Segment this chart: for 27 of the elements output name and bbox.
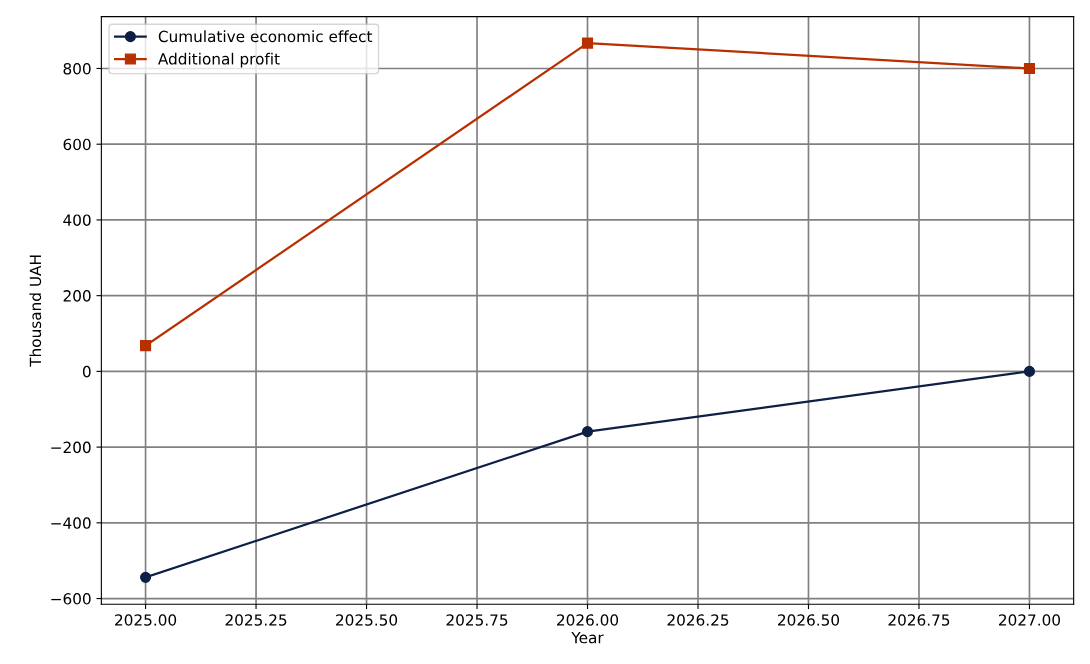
x-tick-label: 2025.00 bbox=[115, 614, 177, 626]
y-tick-label: 0 bbox=[82, 365, 91, 378]
y-tick-label: 800 bbox=[63, 62, 91, 75]
x-tick-label: 2026.75 bbox=[888, 614, 950, 626]
point bbox=[1023, 365, 1036, 377]
x-axis-title: Year bbox=[571, 632, 604, 644]
y-tick-label: 400 bbox=[63, 214, 91, 226]
point bbox=[581, 426, 594, 438]
x-tick-label: 2026.25 bbox=[667, 614, 729, 626]
legend-label: Cumulative economic effect bbox=[158, 30, 373, 43]
point bbox=[140, 340, 152, 352]
point bbox=[140, 571, 152, 583]
x-tick-label: 2027.00 bbox=[998, 614, 1061, 626]
x-tick-label: 2026.50 bbox=[778, 614, 840, 626]
point bbox=[1023, 62, 1036, 75]
x-tick-label: 2025.75 bbox=[446, 614, 508, 626]
y-axis-title: Thousand UAH bbox=[29, 255, 42, 367]
x-tick-label: 2025.50 bbox=[336, 614, 398, 626]
point bbox=[581, 37, 594, 49]
y-tick-label: −200 bbox=[51, 441, 91, 454]
x-tick-label: 2025.25 bbox=[225, 614, 287, 626]
y-tick-label: 600 bbox=[63, 138, 91, 151]
y-tick-label: −400 bbox=[51, 517, 91, 529]
y-tick-label: 200 bbox=[63, 290, 91, 302]
legend-label: Additional profit bbox=[158, 52, 280, 68]
x-tick-label: 2026.00 bbox=[557, 614, 619, 626]
y-tick-label: −600 bbox=[51, 593, 91, 605]
